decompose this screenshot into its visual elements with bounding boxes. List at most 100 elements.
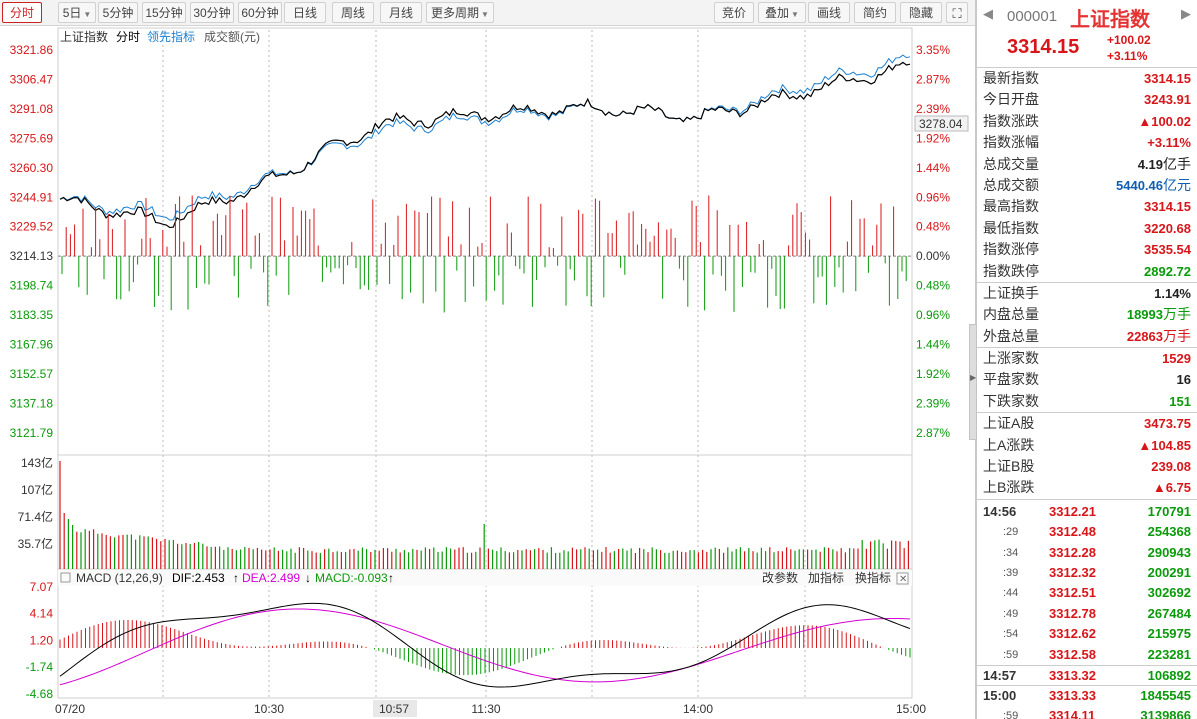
tick-time: :59 [1003,709,1019,719]
intraday-chart[interactable]: 3321.86 3306.47 3291.08 3275.69 3260.30 3244.… [0,27,969,719]
tick-price: 3314.11 [1049,707,1096,719]
stat-value: ▲6.75 [1153,477,1191,498]
stat-row: 最低指数 3220.68 [977,218,1197,239]
macd-dif: DIF:2.453 [172,571,225,585]
stat-number: 3535.54 [1144,242,1191,258]
period-toolbar: 分时 5日 ▼ 5分钟 15分钟 30分钟 60分钟 日线 周线 月线 更多周期 ▼ 竞价 叠加 ▼ 画线 简约… [0,0,975,26]
legend-vol: 成交额(元) [204,29,260,44]
stat-unit: 亿元 [1163,176,1191,193]
price-tick-label: 3121.79 [10,426,54,440]
stat-row: 内盘总量 18993万手 [977,304,1197,325]
stat-number: 2892.72 [1144,263,1191,279]
legend-mode: 分时 [116,30,140,44]
stat-number: 16 [1176,372,1191,388]
caret-down-icon: ▼ [83,10,92,19]
tick-time: :29 [1003,526,1019,539]
stat-number: 1529 [1162,351,1191,367]
period-button-9[interactable]: 更多周期 ▼ [426,2,494,23]
stock-code: 000001 [1007,8,1058,25]
percent-tick-label: 2.87% [916,426,950,440]
caret-down-icon: ▼ [791,10,799,19]
volume-tick-label: 71.4亿 [18,509,53,524]
quote-stats: 最新指数 3314.15 今日开盘 3243.91 指数涨跌 ▲100.02 指数涨幅 +3.… [977,68,1197,500]
tick-volume: 223281 [1147,646,1191,662]
macd-action-1[interactable]: 加指标 [808,570,844,585]
dif-line [59,602,911,688]
lead-indicator-line [59,54,911,221]
stat-label: 上证换手 [983,284,1039,301]
macd-action-2[interactable]: 换指标 [855,570,891,585]
stat-value: 1.14% [1154,283,1191,304]
stat-value: 4.19亿手 [1138,154,1191,175]
prev-arrow-icon[interactable]: ◀ [983,6,993,21]
period-button-6[interactable]: 日线 [284,2,326,23]
stat-value: 151 [1169,391,1191,412]
tool-button-4[interactable]: 隐藏 [900,2,942,23]
stat-row: 上证B股 239.08 [977,456,1197,477]
tick-time: :59 [1003,648,1019,661]
tool-button-1[interactable]: 叠加 ▼ [758,2,806,23]
tick-price: 3313.32 [1049,667,1096,683]
period-button-2[interactable]: 5分钟 [98,2,138,23]
period-button-label: 5日 [62,6,82,20]
period-button-4[interactable]: 30分钟 [190,2,234,23]
period-button-5[interactable]: 60分钟 [238,2,282,23]
stat-number: 22863 [1126,328,1163,344]
tick-time: :54 [1003,628,1019,641]
stat-row: 上B涨跌 ▲6.75 [977,477,1197,498]
percent-tick-label: 0.48% [916,279,950,293]
stat-label: 最低指数 [983,219,1039,236]
macd-header [58,570,912,586]
stat-label: 最高指数 [983,198,1039,215]
stat-label: 下跌家数 [983,392,1039,409]
period-button-7[interactable]: 周线 [332,2,374,23]
stat-row: 下跌家数 151 [977,391,1197,412]
tick-price: 3312.21 [1049,503,1096,519]
tick-row: :29 3312.48 254368 [977,522,1197,542]
stat-value: 3535.54 [1144,239,1191,260]
tick-row: :59 3314.11 3139866 [977,706,1197,719]
tick-row: :39 3312.32 200291 [977,563,1197,583]
tick-time: :34 [1003,546,1019,559]
period-button-1[interactable]: 5日 ▼ [58,2,96,23]
tick-time: :44 [1003,587,1019,600]
next-arrow-icon[interactable]: ▶ [1181,6,1191,21]
period-button-3[interactable]: 15分钟 [142,2,186,23]
price-change: +100.02 +3.11% [1107,32,1151,64]
macd-action-0[interactable]: 改参数 [762,570,798,585]
change-percent: +3.11% [1107,49,1148,63]
tick-price: 3312.32 [1049,564,1096,580]
tick-row: 14:57 3313.32 106892 [977,664,1197,685]
stat-label: 总成交额 [983,176,1039,193]
period-button-8[interactable]: 月线 [380,2,422,23]
stat-number: 151 [1169,393,1191,409]
tool-button-3[interactable]: 简约 [854,2,896,23]
macd-dea: DEA:2.499 [242,571,300,585]
stat-label: 指数跌停 [983,262,1039,279]
period-button-label: 30分钟 [193,6,231,20]
tick-volume: 200291 [1147,564,1191,580]
macd-tick-label: -1.74 [26,660,54,674]
tool-button-0[interactable]: 竞价 [714,2,754,23]
tick-time: 15:00 [983,688,1017,704]
tool-button-2[interactable]: 画线 [808,2,850,23]
stat-value: 22863万手 [1127,326,1191,347]
time-tick-label: 07/20 [55,702,85,716]
macd-tick-label: 7.07 [30,580,54,594]
stat-unit: 万手 [1163,327,1191,344]
period-button-0[interactable]: 分时 [2,2,42,23]
fullscreen-button[interactable]: ⛶ [946,2,968,23]
tool-button-label: 画线 [816,6,841,20]
macd-frame [57,568,913,699]
collapse-panel-handle[interactable]: ▶ [969,324,977,440]
crosshair-time-box [373,700,417,717]
price-tick-label: 3183.35 [10,308,54,322]
tool-button-label: 简约 [862,6,887,20]
stat-row: 最新指数 3314.15 [977,68,1197,89]
stats-group: 最新指数 3314.15 今日开盘 3243.91 指数涨跌 ▲100.02 指数涨幅 +3.… [977,68,1197,283]
tick-volume: 290943 [1147,544,1191,560]
stat-label: 最新指数 [983,70,1039,86]
tick-volume: 267484 [1147,605,1191,621]
stat-number: 3473.75 [1144,416,1191,432]
